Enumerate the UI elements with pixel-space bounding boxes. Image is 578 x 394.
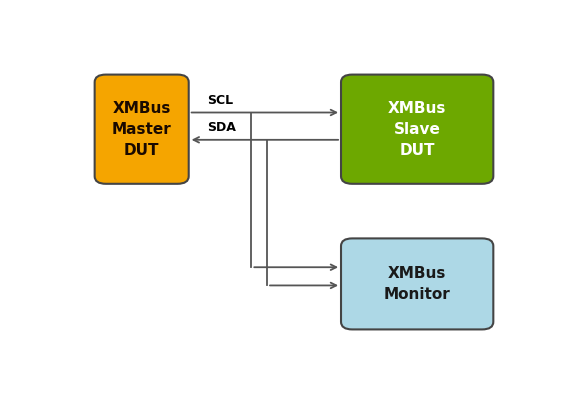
Text: XMBus
Monitor: XMBus Monitor (384, 266, 450, 302)
FancyBboxPatch shape (341, 74, 494, 184)
Text: SDA: SDA (207, 121, 235, 134)
FancyBboxPatch shape (341, 238, 494, 329)
FancyBboxPatch shape (95, 74, 188, 184)
Text: SCL: SCL (207, 94, 233, 107)
Text: XMBus
Slave
DUT: XMBus Slave DUT (388, 101, 446, 158)
Text: XMBus
Master
DUT: XMBus Master DUT (112, 101, 172, 158)
